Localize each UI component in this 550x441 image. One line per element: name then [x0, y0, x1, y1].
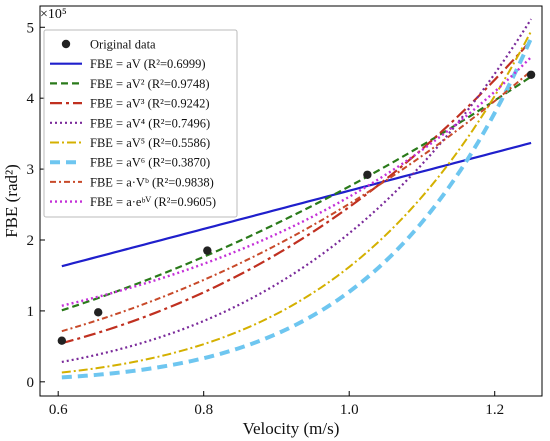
legend-box	[43, 29, 238, 218]
series-line-8	[61, 56, 532, 307]
points-layer	[57, 70, 536, 345]
legend-label-original: Original data	[90, 38, 156, 52]
legend-label-3: FBE = aV³ (R²=0.9242)	[90, 97, 210, 111]
y-tick-label: 1	[27, 304, 35, 320]
plot-frame	[39, 5, 543, 397]
legend-label-7: FBE = a·Vᵇ (R²=0.9838)	[90, 175, 214, 189]
x-tick-label: 0.8	[194, 402, 213, 418]
y-tick-label: 4	[27, 91, 35, 107]
legend-label-8: FBE = a·eᵇⱽ (R²=0.9605)	[90, 195, 216, 209]
y-multiplier: ×10⁵	[40, 7, 67, 22]
data-point	[94, 308, 103, 317]
data-point	[363, 170, 372, 179]
series-line-7	[61, 70, 532, 333]
legend: Original data FBE = aV (R²=0.6999) FBE = a…	[43, 29, 238, 218]
series-line-4	[61, 18, 533, 364]
legend-label-1: FBE = aV (R²=0.6999)	[90, 57, 206, 71]
x-tick-label: 1.0	[340, 402, 359, 418]
ticks-layer: 0.6 0.8 1.0 1.2 0 1 2 3 4 5	[27, 20, 505, 418]
series-line-3	[61, 39, 532, 345]
data-point	[203, 246, 212, 255]
legend-label-5: FBE = aV⁵ (R²=0.5586)	[90, 136, 210, 150]
legend-label-2: FBE = aV² (R²=0.9748)	[90, 77, 210, 91]
y-tick-label: 3	[27, 162, 35, 178]
data-point	[526, 70, 536, 79]
series-line-1	[61, 141, 532, 268]
legend-label-4: FBE = aV⁴ (R²=0.7496)	[90, 116, 210, 130]
y-tick-label: 5	[27, 20, 35, 36]
data-point	[57, 336, 67, 345]
x-tick-label: 1.2	[485, 402, 504, 418]
series-line-5	[61, 30, 532, 374]
y-tick-label: 0	[27, 375, 35, 391]
y-axis-label: FBE (rad²)	[2, 164, 21, 238]
series-line-2	[61, 75, 532, 312]
x-tick-label: 0.6	[49, 402, 68, 418]
x-axis-label: Velocity (m/s)	[243, 419, 340, 438]
legend-marker-original	[61, 39, 71, 49]
series-line-6	[61, 37, 533, 380]
y-tick-label: 2	[27, 233, 35, 249]
legend-label-6: FBE = aV⁶ (R²=0.3870)	[90, 156, 210, 170]
series-layer	[61, 18, 533, 380]
